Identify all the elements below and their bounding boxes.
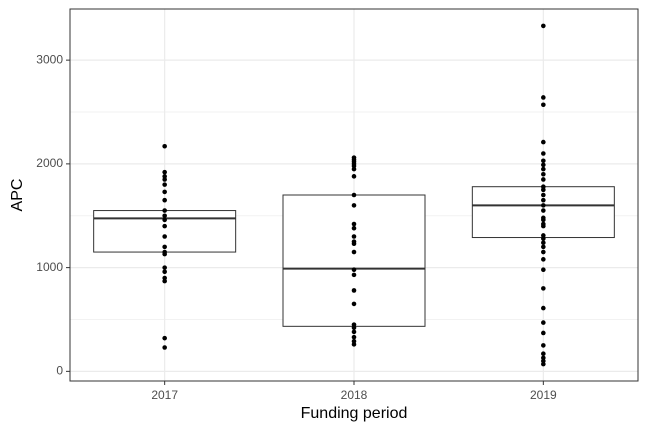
point xyxy=(351,221,357,227)
point xyxy=(541,177,546,182)
point xyxy=(541,139,546,145)
point xyxy=(351,329,357,335)
point xyxy=(351,234,357,239)
point xyxy=(541,208,546,213)
y-axis-title: APC xyxy=(9,179,26,212)
point xyxy=(541,95,546,100)
point xyxy=(541,102,546,108)
point xyxy=(541,23,546,29)
point xyxy=(541,249,546,255)
point xyxy=(541,320,546,325)
point xyxy=(351,267,357,272)
point xyxy=(162,213,167,219)
point xyxy=(541,223,546,229)
point xyxy=(162,217,167,223)
point xyxy=(162,177,167,182)
point xyxy=(541,197,546,203)
x-tick-label: 2018 xyxy=(341,388,368,402)
point xyxy=(541,343,546,348)
point xyxy=(351,334,357,340)
point xyxy=(162,335,167,341)
point xyxy=(541,286,546,291)
point xyxy=(541,330,546,336)
point xyxy=(541,244,546,250)
point xyxy=(351,249,357,255)
point xyxy=(541,192,546,198)
point xyxy=(162,143,167,149)
y-tick-label: 2000 xyxy=(36,156,63,170)
point xyxy=(162,278,167,284)
point xyxy=(162,265,167,270)
y-tick-label: 0 xyxy=(56,364,63,378)
point xyxy=(162,251,167,257)
x-tick-label: 2017 xyxy=(151,388,178,402)
point xyxy=(541,351,546,357)
point xyxy=(541,217,546,223)
point xyxy=(162,189,167,195)
point xyxy=(541,162,546,168)
point xyxy=(541,203,546,208)
point xyxy=(541,158,546,164)
point xyxy=(351,174,357,179)
point xyxy=(541,236,546,241)
x-axis-title: Funding period xyxy=(301,405,408,422)
y-tick-label: 3000 xyxy=(36,52,63,66)
point xyxy=(351,272,357,278)
panel-border xyxy=(69,8,639,382)
point xyxy=(162,345,167,350)
point xyxy=(351,203,357,208)
x-tick-label: 2019 xyxy=(530,388,557,402)
point xyxy=(541,257,546,262)
point xyxy=(162,182,167,187)
point xyxy=(541,305,546,311)
point xyxy=(541,361,546,367)
point xyxy=(541,151,546,156)
y-tick-label: 1000 xyxy=(36,260,63,274)
point xyxy=(351,342,357,347)
point xyxy=(541,267,546,272)
point xyxy=(351,301,357,307)
point xyxy=(162,234,167,239)
point xyxy=(541,240,546,246)
point xyxy=(351,241,357,247)
point xyxy=(162,244,167,250)
point xyxy=(541,171,546,177)
point xyxy=(351,325,357,331)
point xyxy=(162,223,167,229)
point xyxy=(162,197,167,203)
point xyxy=(351,192,357,198)
point xyxy=(351,225,357,231)
point xyxy=(351,166,357,172)
point xyxy=(541,187,546,193)
box xyxy=(282,194,426,327)
point xyxy=(541,166,546,172)
point xyxy=(162,208,167,213)
point xyxy=(351,288,357,293)
point xyxy=(162,269,167,275)
point xyxy=(162,169,167,175)
